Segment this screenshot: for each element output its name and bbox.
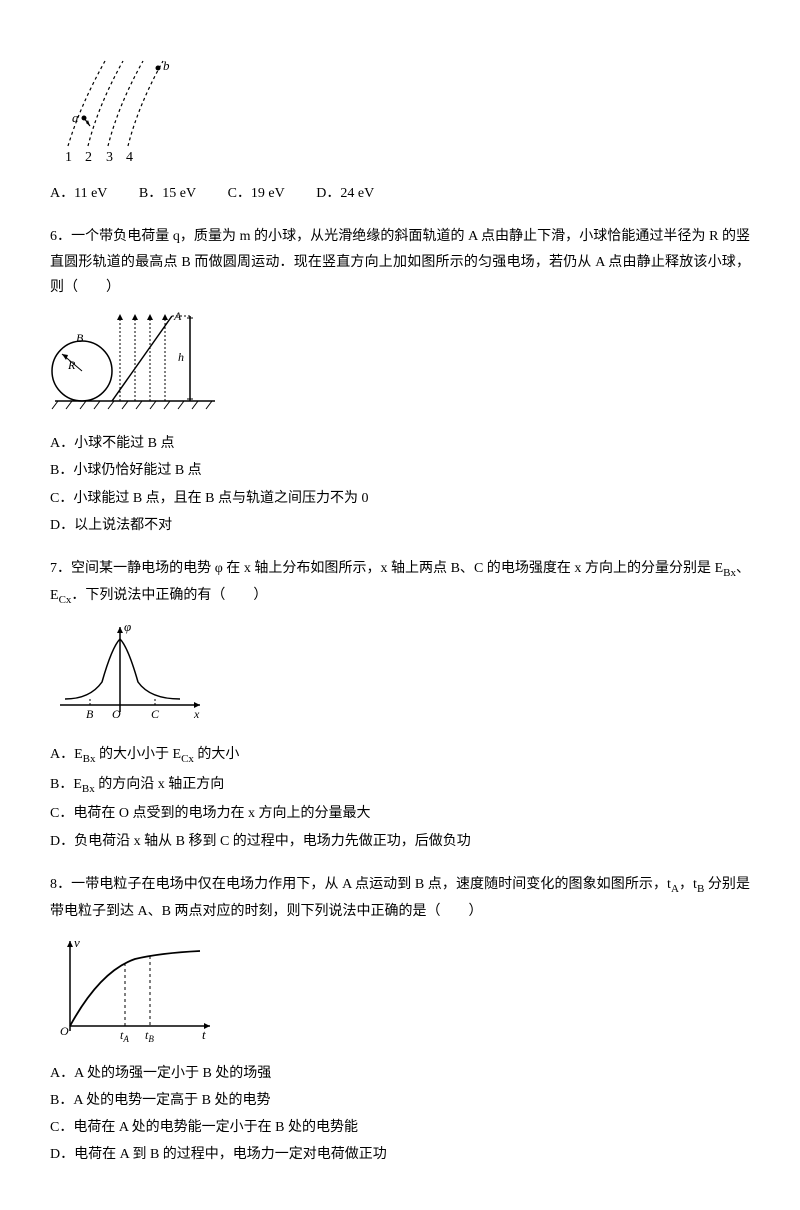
q7-opt-d: D．负电荷沿 x 轴从 B 移到 C 的过程中，电场力先做正功，后做负功 [50,829,750,854]
q6-opt-a: A．小球不能过 B 点 [50,431,750,456]
q8-text: 8．一带电粒子在电场中仅在电场力作用下，从 A 点运动到 B 点，速度随时间变化… [50,872,750,925]
q6-options: A．小球不能过 B 点 B．小球仍恰好能过 B 点 C．小球能过 B 点，且在 … [50,431,750,538]
q7-text: 7．空间某一静电场的电势 φ 在 x 轴上分布如图所示，x 轴上两点 B、C 的… [50,556,750,611]
q5-figure: a b 1 2 3 4 [50,46,750,175]
q6-figure: B R A h [50,306,750,425]
q7-options: A．EBx 的大小小于 ECx 的大小 B．EBx 的方向沿 x 轴正方向 C．… [50,742,750,854]
svg-text:3: 3 [106,150,113,165]
svg-text:tB: tB [145,1028,154,1044]
q6-text: 6．一个带负电荷量 q，质量为 m 的小球，从光滑绝缘的斜面轨道的 A 点由静止… [50,224,750,300]
q5-options: A．11 eV B．15 eV C．19 eV D．24 eV [50,181,750,206]
q7-figure: φ B O C x [50,617,750,736]
svg-text:φ: φ [124,619,131,634]
svg-text:B: B [76,331,84,345]
q8-options: A．A 处的场强一定小于 B 处的场强 B．A 处的电势一定高于 B 处的电势 … [50,1061,750,1168]
svg-text:tA: tA [120,1028,129,1044]
svg-text:1: 1 [65,150,72,165]
svg-text:O: O [112,707,121,721]
svg-text:B: B [86,707,94,721]
svg-text:C: C [151,707,160,721]
svg-text:O: O [60,1024,69,1038]
svg-text:2: 2 [85,150,92,165]
q6-opt-c: C．小球能过 B 点，且在 B 点与轨道之间压力不为 0 [50,486,750,511]
q8-opt-c: C．电荷在 A 处的电势能一定小于在 B 处的电势能 [50,1115,750,1140]
svg-text:b: b [163,58,170,73]
q7-opt-a: A．EBx 的大小小于 ECx 的大小 [50,742,750,770]
svg-text:h: h [178,350,184,364]
q5-opt-b: B．15 eV [139,181,196,206]
q5-opt-a: A．11 eV [50,181,107,206]
svg-text:v: v [74,935,80,950]
q8-opt-a: A．A 处的场强一定小于 B 处的场强 [50,1061,750,1086]
q5-opt-c: C．19 eV [228,181,285,206]
q7-opt-b: B．EBx 的方向沿 x 轴正方向 [50,772,750,800]
svg-text:a: a [72,110,79,125]
svg-text:t: t [202,1027,206,1042]
q8-opt-d: D．电荷在 A 到 B 的过程中，电场力一定对电荷做正功 [50,1142,750,1167]
svg-text:R: R [67,358,76,372]
q6-opt-b: B．小球仍恰好能过 B 点 [50,458,750,483]
svg-text:x: x [193,707,200,721]
q8-opt-b: B．A 处的电势一定高于 B 处的电势 [50,1088,750,1113]
q6-opt-d: D．以上说法都不对 [50,513,750,538]
q5-opt-d: D．24 eV [316,181,374,206]
svg-text:4: 4 [126,150,133,165]
q8-figure: v O t tA tB [50,931,750,1055]
q7-opt-c: C．电荷在 O 点受到的电场力在 x 方向上的分量最大 [50,801,750,826]
